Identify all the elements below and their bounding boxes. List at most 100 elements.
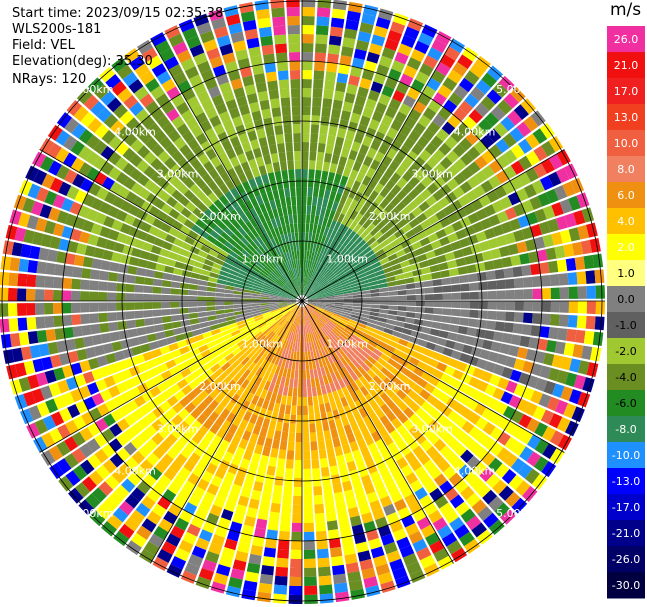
- ray-gate: [318, 277, 327, 285]
- ray-gate: [400, 485, 413, 499]
- ray-gate: [488, 519, 505, 535]
- ray-gate: [331, 201, 339, 212]
- ray-gate: [342, 37, 356, 49]
- ray-gate: [442, 308, 452, 316]
- ray-gate: [318, 348, 324, 358]
- ray-gate: [317, 253, 323, 263]
- ray-gate: [379, 291, 389, 297]
- ray-gate: [349, 220, 358, 231]
- ray-gate: [84, 245, 96, 257]
- ray-gate: [183, 219, 195, 230]
- ray-gate: [285, 459, 294, 469]
- ray-gate: [26, 288, 36, 301]
- ray-gate: [330, 428, 339, 439]
- ray-gate: [161, 78, 176, 93]
- ray-gate: [414, 247, 425, 257]
- ray-gate: [294, 160, 301, 170]
- ray-gate: [165, 407, 178, 420]
- ray-gate: [390, 184, 402, 196]
- ray-gate: [306, 342, 310, 352]
- ray-gate: [36, 329, 48, 343]
- ray-gate: [415, 419, 428, 432]
- ray-gate: [290, 290, 298, 297]
- ray-gate: [416, 516, 431, 530]
- ray-gate: [407, 389, 419, 401]
- ray-gate: [332, 409, 341, 420]
- ray-gate: [102, 343, 114, 354]
- ray-gate: [322, 216, 329, 227]
- ray-gate: [303, 468, 312, 478]
- ray-gate: [263, 282, 273, 288]
- ray-gate: [287, 301, 297, 304]
- ray-gate: [460, 152, 474, 166]
- ray-gate: [353, 486, 366, 498]
- ray-gate: [229, 343, 239, 353]
- ray-gate: [466, 455, 481, 470]
- ray-gate: [130, 422, 144, 436]
- colorbar-swatch: [607, 546, 645, 573]
- ray-gate: [238, 104, 251, 116]
- ray-gate: [316, 293, 326, 298]
- ray-gate: [377, 357, 387, 367]
- ray-gate: [313, 261, 319, 271]
- ray-gate: [336, 72, 349, 84]
- ray-gate: [414, 40, 430, 55]
- colorbar-tick-label: 10.0: [614, 137, 639, 150]
- ray-gate: [41, 432, 56, 448]
- ray-gate: [154, 460, 168, 474]
- ray-gate: [432, 314, 443, 322]
- ray-gate: [334, 304, 344, 308]
- ray-gate: [176, 213, 188, 225]
- ray-gate: [572, 344, 584, 359]
- ray-gate: [303, 286, 306, 296]
- ray-gate: [101, 129, 116, 145]
- ray-gate: [310, 124, 320, 134]
- ray-gate: [358, 319, 368, 326]
- ray-gate: [402, 395, 414, 407]
- ray-gate: [247, 231, 256, 241]
- ray-gate: [327, 529, 340, 540]
- ray-gate: [89, 313, 100, 324]
- ray-gate: [8, 318, 19, 332]
- ray-gate: [131, 408, 145, 421]
- colorbar-swatch: [607, 26, 645, 53]
- ray-gate: [221, 245, 232, 254]
- ray-gate: [438, 392, 451, 404]
- ray-gate: [446, 259, 458, 269]
- ray-gate: [99, 365, 112, 378]
- ray-gate: [249, 413, 258, 425]
- ray-gate: [189, 44, 205, 58]
- ray-gate: [549, 448, 565, 465]
- ray-gate: [26, 215, 39, 230]
- ray-gate: [272, 161, 281, 172]
- colorbar-swatch: [607, 260, 645, 287]
- ray-gate: [509, 86, 526, 103]
- ray-gate: [460, 407, 474, 420]
- ray-gate: [35, 372, 49, 387]
- ray-gate: [423, 55, 439, 69]
- ray-gate: [109, 423, 123, 437]
- ray-gate: [277, 357, 284, 367]
- ray-gate: [290, 305, 298, 312]
- ray-gate: [342, 376, 350, 387]
- ray-gate: [110, 408, 124, 422]
- ray-gate: [488, 175, 502, 189]
- ray-gate: [288, 313, 294, 322]
- ray-gate: [297, 306, 301, 316]
- ray-gate: [326, 520, 339, 531]
- ray-gate: [227, 356, 238, 366]
- ray-gate: [530, 110, 546, 127]
- ray-gate: [290, 79, 301, 89]
- ray-gate: [302, 306, 305, 316]
- ray-gate: [171, 115, 185, 129]
- ray-gate: [436, 128, 450, 142]
- ray-gate: [354, 328, 364, 336]
- ray-gate: [183, 263, 194, 272]
- ray-gate: [420, 524, 436, 538]
- ray-gate: [290, 540, 302, 550]
- ray-gate: [323, 365, 330, 375]
- ray-gate: [267, 209, 275, 220]
- ray-gate: [14, 362, 27, 378]
- ray-gate: [41, 356, 53, 371]
- ray-gate: [483, 512, 499, 529]
